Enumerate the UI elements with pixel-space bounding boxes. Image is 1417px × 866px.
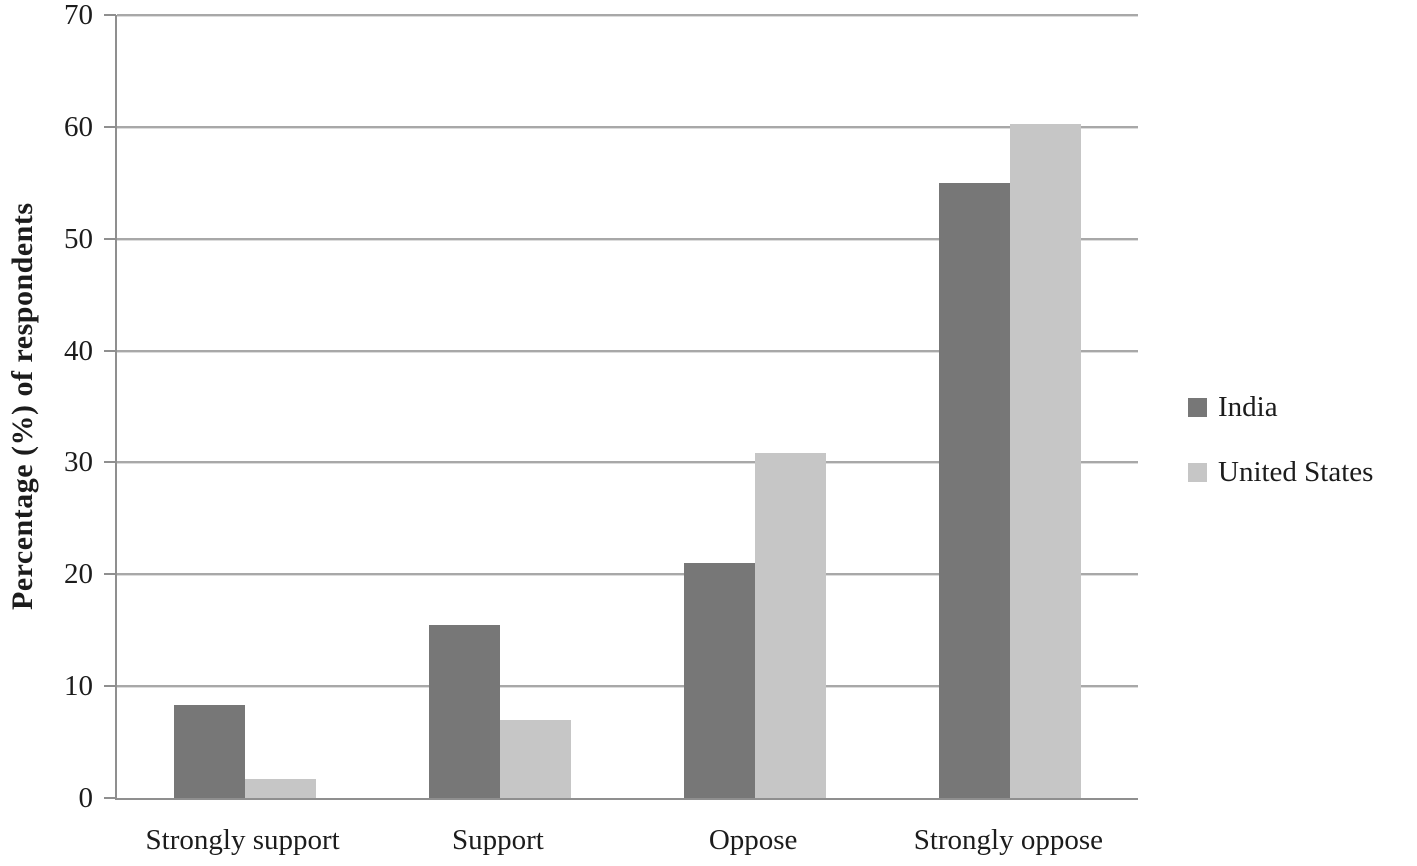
legend-item-united-states: United States — [1188, 457, 1373, 487]
gridline-y70 — [117, 14, 1138, 16]
legend: India United States — [1188, 392, 1373, 522]
plot-area — [104, 14, 1138, 800]
x-category-label-oppose: Oppose — [708, 824, 798, 856]
gridline-y50 — [117, 237, 1138, 240]
y-tick-label-60: 60 — [64, 110, 93, 143]
y-tick-label-30: 30 — [64, 446, 93, 479]
gridline-y30 — [117, 461, 1138, 464]
y-tick-mark-40 — [104, 349, 116, 352]
y-tick-label-0: 0 — [78, 782, 94, 814]
y-tick-label-70: 70 — [64, 0, 93, 31]
x-category-label-strongly-support: Strongly support — [145, 824, 340, 856]
bar-united-states-strongly-support — [244, 778, 316, 798]
bar-india-oppose — [684, 563, 756, 798]
y-tick-mark-0 — [104, 797, 116, 799]
legend-swatch-icon-india — [1188, 397, 1207, 417]
y-tick-label-50: 50 — [64, 222, 93, 255]
bar-india-strongly-oppose — [939, 182, 1011, 798]
y-tick-label-10: 10 — [64, 670, 93, 703]
x-category-label-support: Support — [451, 824, 544, 856]
legend-label: United States — [1218, 456, 1374, 488]
y-tick-label-20: 20 — [64, 558, 93, 591]
bar-india-strongly-support — [173, 705, 245, 798]
gridline-y10 — [117, 685, 1138, 688]
y-tick-mark-50 — [104, 237, 116, 240]
gridline-y60 — [117, 125, 1138, 128]
x-category-label-strongly-oppose: Strongly oppose — [913, 824, 1104, 856]
bar-india-support — [428, 624, 500, 798]
bar-united-states-strongly-oppose — [1010, 123, 1082, 798]
y-tick-label-40: 40 — [64, 334, 93, 367]
legend-label: India — [1218, 391, 1278, 423]
bar-united-states-oppose — [755, 453, 827, 798]
y-tick-mark-10 — [104, 685, 116, 688]
legend-item-india: India — [1188, 392, 1373, 422]
y-tick-mark-30 — [104, 461, 116, 464]
legend-swatch-icon-united-states — [1188, 462, 1207, 482]
y-tick-mark-70 — [104, 14, 116, 16]
gridline-y40 — [117, 349, 1138, 352]
y-tick-mark-60 — [104, 125, 116, 128]
y-tick-mark-20 — [104, 573, 116, 576]
bar-united-states-support — [499, 719, 571, 798]
gridline-y20 — [117, 573, 1138, 576]
